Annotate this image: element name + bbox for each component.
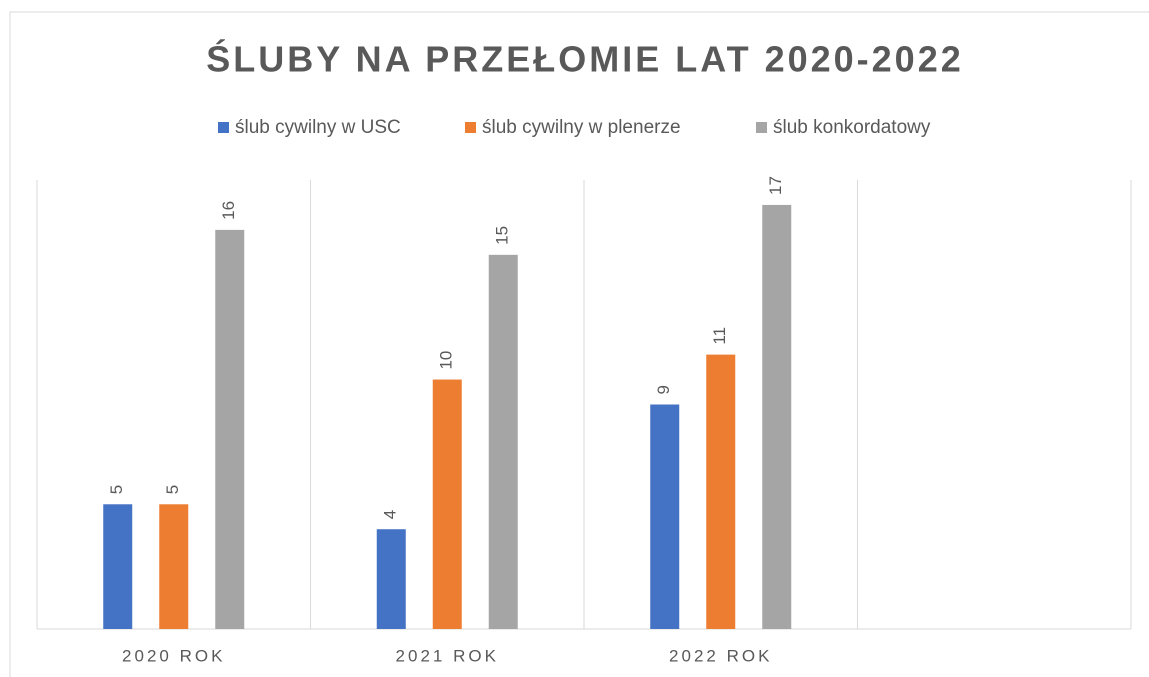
legend-label: ślub konkordatowy	[773, 117, 931, 138]
data-label: 5	[163, 485, 182, 494]
x-tick-label: 2022 ROK	[669, 646, 772, 665]
data-label: 16	[219, 201, 238, 220]
legend-swatch	[756, 122, 767, 133]
data-label: 4	[381, 510, 400, 519]
legend-swatch	[465, 122, 476, 133]
x-tick-label: 2021 ROK	[396, 646, 499, 665]
bar	[706, 354, 736, 629]
bar	[488, 254, 518, 630]
data-label: 10	[437, 351, 456, 370]
data-label: 15	[493, 226, 512, 245]
bar	[159, 504, 189, 629]
x-tick-label: 2020 ROK	[122, 646, 225, 665]
data-label: 11	[710, 327, 729, 345]
bar	[650, 404, 680, 629]
chart-title: ŚLUBY NA PRZEŁOMIE LAT 2020-2022	[206, 38, 964, 80]
chart-frame	[9, 11, 1149, 677]
bar	[432, 379, 462, 629]
data-label: 17	[766, 176, 785, 195]
bar	[103, 504, 133, 629]
legend-label: ślub cywilny w plenerze	[482, 117, 681, 138]
legend-swatch	[218, 122, 229, 133]
bar	[376, 529, 406, 629]
legend-label: ślub cywilny w USC	[235, 117, 401, 138]
bar	[215, 229, 245, 629]
data-label: 9	[654, 385, 673, 394]
data-label: 5	[107, 485, 126, 494]
bar	[762, 204, 792, 629]
